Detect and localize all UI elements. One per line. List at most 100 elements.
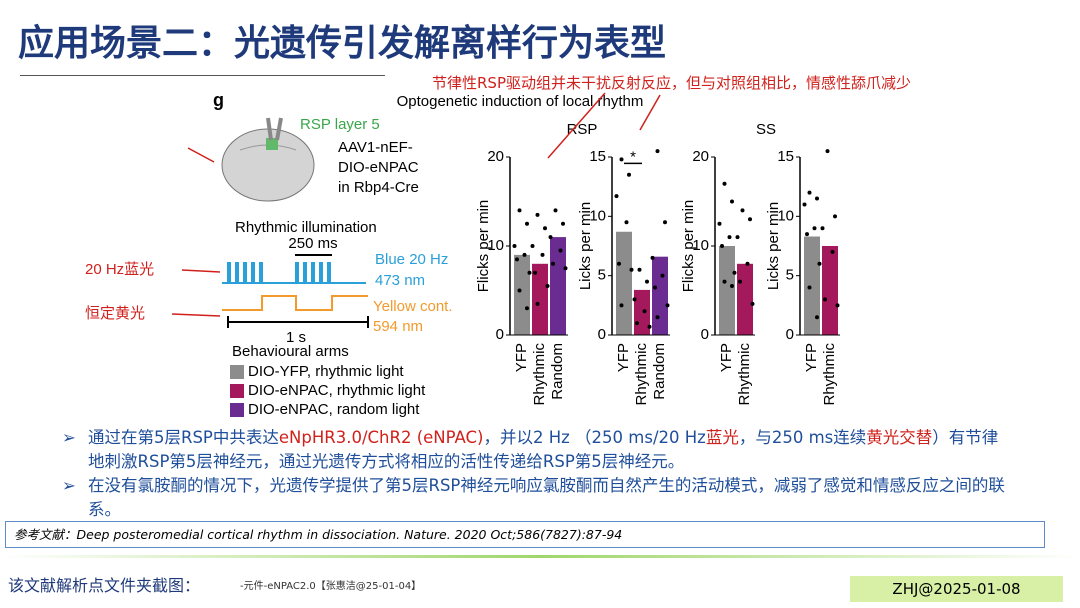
data-point [525, 221, 529, 226]
bullets: ➢ 通过在第5层RSP中共表达eNpHR3.0/ChR2 (eNPAC)，并以2… [62, 426, 1012, 522]
bullet-text: ，与250 ms连续 [738, 428, 867, 447]
significance-label: * [630, 148, 636, 165]
y-tick-label: 5 [598, 267, 606, 284]
data-point [805, 232, 809, 237]
region-label: SS [756, 121, 776, 138]
y-tick-label: 15 [589, 148, 606, 165]
legend-swatch [230, 403, 244, 417]
data-point [820, 226, 825, 231]
y-tick-label: 10 [692, 237, 709, 254]
bar [822, 246, 838, 335]
legend-label: DIO-YFP, rhythmic light [248, 363, 404, 380]
data-point [517, 288, 522, 293]
data-point [830, 249, 835, 254]
blue-pulses [222, 262, 366, 284]
data-point [807, 285, 812, 290]
data-point [653, 285, 657, 290]
data-point [655, 149, 660, 154]
x-tick-label: YFP [513, 343, 530, 372]
arrow [187, 147, 215, 163]
bullet-text: ，并以2 Hz （250 ms/20 Hz [483, 428, 706, 447]
yellow-wave [222, 295, 368, 311]
y-tick-label: 5 [786, 267, 794, 284]
bar [652, 256, 668, 335]
data-point [563, 266, 568, 271]
rsp-region [266, 138, 278, 150]
data-point [540, 252, 545, 257]
y-axis-label: Licks per min [577, 202, 594, 290]
data-point [637, 267, 642, 272]
x-tick-label: YFP [718, 343, 735, 372]
date-stamp: ZHJ@2025-01-08 [850, 576, 1063, 602]
data-point [730, 199, 734, 204]
data-point [614, 194, 619, 199]
period-bar [227, 316, 369, 328]
data-point [645, 279, 649, 284]
data-point [619, 157, 624, 162]
x-tick-label: Random [651, 343, 668, 400]
y-tick-label: 20 [692, 148, 709, 165]
bullet-text: eNpHR3.0/ChR2 (eNPAC) [278, 428, 484, 447]
x-tick-label: Random [549, 343, 566, 400]
data-point [722, 181, 727, 186]
x-tick-label: YFP [615, 343, 632, 372]
interval-label: 250 ms [288, 235, 337, 252]
blue-note: 20 Hz蓝光 [85, 261, 154, 278]
bullet-text: 在没有氯胺酮的情况下，光遗传学提供了第5层RSP神经元响应氯胺酮而自然产生的活动… [88, 476, 1005, 519]
bar [514, 254, 530, 335]
data-point [722, 279, 727, 284]
data-point [655, 315, 660, 320]
illumination-title: Rhythmic illumination [235, 219, 377, 236]
bullet-text: 通过在第5层RSP中共表达 [88, 428, 279, 447]
data-point [833, 214, 837, 219]
data-point [732, 270, 737, 275]
data-point [629, 267, 634, 272]
data-point [812, 226, 817, 231]
data-point [817, 261, 822, 266]
period-label: 1 s [286, 329, 306, 346]
reference-box: 参考文献：Deep posteromedial cortical rhythm … [5, 521, 1045, 548]
data-point [558, 248, 563, 253]
bullet: ➢ 通过在第5层RSP中共表达eNpHR3.0/ChR2 (eNPAC)，并以2… [62, 426, 1012, 474]
y-axis-label: Flicks per min [680, 200, 697, 293]
data-point [802, 202, 807, 207]
y-tick-label: 0 [598, 326, 606, 343]
bullet-text: 黄光交替 [866, 428, 933, 447]
x-tick-label: YFP [803, 343, 820, 372]
x-tick-label: Rhythmic [633, 343, 650, 406]
data-point [748, 217, 752, 222]
data-point [533, 270, 537, 275]
bullet-marker: ➢ [62, 476, 76, 495]
data-point [735, 235, 740, 240]
data-point [548, 235, 553, 240]
divider [0, 555, 1080, 558]
data-point [522, 252, 527, 257]
data-point [624, 220, 629, 225]
fiber [275, 117, 283, 141]
arrow [171, 313, 221, 317]
y-tick-label: 0 [496, 326, 504, 343]
bar [532, 263, 548, 335]
y-tick-label: 15 [777, 148, 794, 165]
yellow-label: 594 nm [373, 318, 423, 335]
title: 应用场景二：光遗传引发解离样行为表型 [18, 23, 667, 64]
data-point [815, 315, 819, 320]
panel-letter: g [213, 90, 224, 110]
bullet: ➢ 在没有氯胺酮的情况下，光遗传学提供了第5层RSP神经元响应氯胺酮而自然产生的… [62, 474, 1012, 522]
reference-label: 参考文献： [14, 527, 77, 542]
data-point [530, 244, 535, 248]
data-point [750, 301, 755, 306]
bullet-text: 蓝光 [705, 428, 739, 447]
data-point [740, 208, 745, 213]
legend-label: DIO-eNPAC, random light [248, 401, 420, 418]
y-tick-label: 0 [701, 326, 709, 343]
annotation: 节律性RSP驱动组并未干扰反射反应，但与对照组相比，情感性舔爪减少 [432, 74, 911, 92]
data-point [525, 306, 529, 311]
data-point [730, 284, 734, 289]
figure-heading: Optogenetic induction of local rhythm [397, 93, 644, 110]
title-rule [20, 75, 385, 76]
data-point [527, 270, 532, 275]
x-tick-label: Rhythmic [821, 343, 838, 406]
data-point [665, 303, 670, 308]
